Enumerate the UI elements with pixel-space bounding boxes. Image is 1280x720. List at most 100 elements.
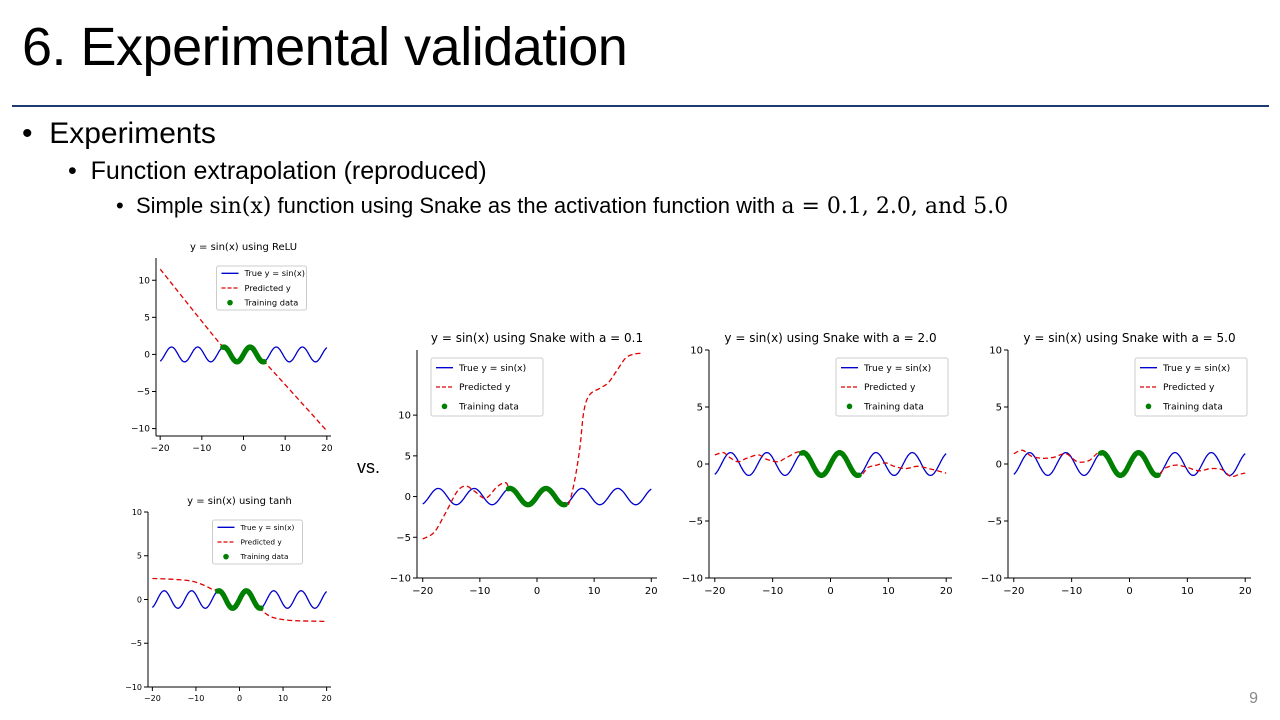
training-data-point xyxy=(261,359,267,365)
x-tick-label: −20 xyxy=(1003,586,1024,597)
y-tick-label: −10 xyxy=(390,574,411,585)
legend-training-swatch xyxy=(1145,403,1152,410)
bullet-experiments: • Experiments xyxy=(22,117,216,150)
title-divider xyxy=(12,105,1269,107)
chart-snake-a01: y = sin(x) using Snake with a = 0.1 −20 −1… xyxy=(390,331,658,597)
legend-label: True y = sin(x) xyxy=(1162,363,1230,374)
y-tick-label: −5 xyxy=(987,517,1002,528)
x-tick-label: 10 xyxy=(882,586,895,597)
y-tick-label: 10 xyxy=(139,276,151,286)
chart-snake-a5: y = sin(x) using Snake with a = 5.0−20 −1… xyxy=(981,331,1252,597)
legend-label: Predicted y xyxy=(459,382,511,393)
y-tick-label: 0 xyxy=(405,492,411,503)
legend-training-swatch xyxy=(846,403,853,410)
y-tick-label: −5 xyxy=(396,533,411,544)
legend-label: Predicted y xyxy=(241,538,283,547)
x-tick-label: −20 xyxy=(704,586,725,597)
x-tick-label: 20 xyxy=(322,694,332,703)
training-data-point xyxy=(562,501,568,508)
x-tick-label: 10 xyxy=(279,444,291,454)
y-tick-label: 0 xyxy=(697,460,703,471)
predicted-line xyxy=(422,352,643,540)
x-tick-label: −20 xyxy=(151,444,170,454)
x-tick-label: 0 xyxy=(827,586,833,597)
y-tick-label: 5 xyxy=(144,313,150,323)
y-tick-label: 5 xyxy=(137,552,142,561)
legend-label: Training data xyxy=(863,402,924,413)
bullet-function-extrapolation-text: Function extrapolation (reproduced) xyxy=(90,157,487,185)
x-tick-label: −10 xyxy=(192,444,211,454)
bullet3-math-sin: sin(x) xyxy=(209,194,272,219)
y-tick-label: 5 xyxy=(996,403,1002,414)
y-tick-label: 5 xyxy=(697,403,703,414)
legend-label: True y = sin(x) xyxy=(863,363,931,374)
training-data-point xyxy=(258,605,264,611)
y-tick-label: −10 xyxy=(131,425,150,435)
y-tick-label: −10 xyxy=(125,683,142,692)
y-tick-label: −5 xyxy=(688,517,703,528)
legend-label: Predicted y xyxy=(864,382,916,393)
training-data-point xyxy=(1155,472,1161,478)
chart-snake-a2: y = sin(x) using Snake with a = 2.0 −20 −1… xyxy=(682,331,953,597)
y-tick-label: −5 xyxy=(130,639,142,648)
x-tick-label: 20 xyxy=(1239,586,1252,597)
x-tick-label: 20 xyxy=(645,586,658,597)
legend-label: Training data xyxy=(1162,402,1223,413)
legend-label: True y = sin(x) xyxy=(458,363,526,374)
x-tick-label: 0 xyxy=(1126,586,1132,597)
x-tick-label: 0 xyxy=(534,586,540,597)
legend-training-swatch xyxy=(441,403,448,410)
legend-label: True y = sin(x) xyxy=(244,268,305,278)
y-tick-label: 0 xyxy=(144,351,150,361)
chart-title: y = sin(x) using Snake with a = 0.1 xyxy=(431,331,643,345)
x-tick-label: 10 xyxy=(588,586,601,597)
y-tick-label: 10 xyxy=(989,346,1002,357)
y-tick-label: 5 xyxy=(405,451,411,462)
bullet-function-extrapolation: • Function extrapolation (reproduced) xyxy=(68,157,487,185)
chart-title: y = sin(x) using tanh xyxy=(187,496,292,507)
x-tick-label: 10 xyxy=(278,694,288,703)
y-tick-label: −5 xyxy=(137,388,150,398)
legend-box xyxy=(212,519,303,565)
chart-title: y = sin(x) using Snake with a = 5.0 xyxy=(1023,331,1235,345)
legend-box xyxy=(1134,357,1248,417)
y-tick-label: −10 xyxy=(682,574,703,585)
y-tick-label: 10 xyxy=(398,411,411,422)
chart-title: y = sin(x) using Snake with a = 2.0 xyxy=(724,331,936,345)
x-tick-label: 20 xyxy=(321,444,333,454)
x-tick-label: 10 xyxy=(1181,586,1194,597)
chart-title: y = sin(x) using ReLU xyxy=(190,242,297,253)
x-tick-label: 20 xyxy=(940,586,953,597)
y-tick-label: −10 xyxy=(981,574,1002,585)
vs-label: vs. xyxy=(357,457,381,477)
bullet-simple-sin: • Simple sin(x) function using Snake as … xyxy=(116,193,1009,219)
bullet3-middle: function using Snake as the activation f… xyxy=(277,193,776,218)
chart-tanh: y = sin(x) using tanh−20 −10 0 10 20−10−5051… xyxy=(125,496,332,703)
bullet-experiments-text: Experiments xyxy=(49,117,216,150)
x-tick-label: −20 xyxy=(412,586,433,597)
legend-label: Predicted y xyxy=(245,283,291,293)
legend-label: Predicted y xyxy=(1163,382,1215,393)
legend-training-swatch xyxy=(223,553,229,560)
legend-label: Training data xyxy=(244,298,299,308)
legend-label: True y = sin(x) xyxy=(240,523,295,532)
x-tick-label: −20 xyxy=(144,694,161,703)
predicted-line xyxy=(1013,449,1246,478)
page-number: 9 xyxy=(1249,690,1258,707)
y-tick-label: 0 xyxy=(996,460,1002,471)
legend-box xyxy=(835,357,949,417)
bullet3-prefix: Simple xyxy=(135,193,204,218)
y-tick-label: 0 xyxy=(137,595,142,604)
bullet3-math-a-values: a = 0.1, 2.0, and 5.0 xyxy=(781,194,1009,219)
legend-label: Training data xyxy=(240,552,289,561)
legend-label: Training data xyxy=(458,402,519,413)
predicted-line xyxy=(159,268,328,432)
x-tick-label: 0 xyxy=(241,444,247,454)
x-tick-label: 0 xyxy=(237,694,242,703)
y-tick-label: 10 xyxy=(690,346,703,357)
x-tick-label: −10 xyxy=(1061,586,1082,597)
legend-box xyxy=(430,357,544,417)
chart-relu: y = sin(x) using ReLU−20 −10 0 10 20−10−5051… xyxy=(131,242,333,454)
training-data-point xyxy=(856,472,862,478)
y-tick-label: 10 xyxy=(132,508,142,517)
